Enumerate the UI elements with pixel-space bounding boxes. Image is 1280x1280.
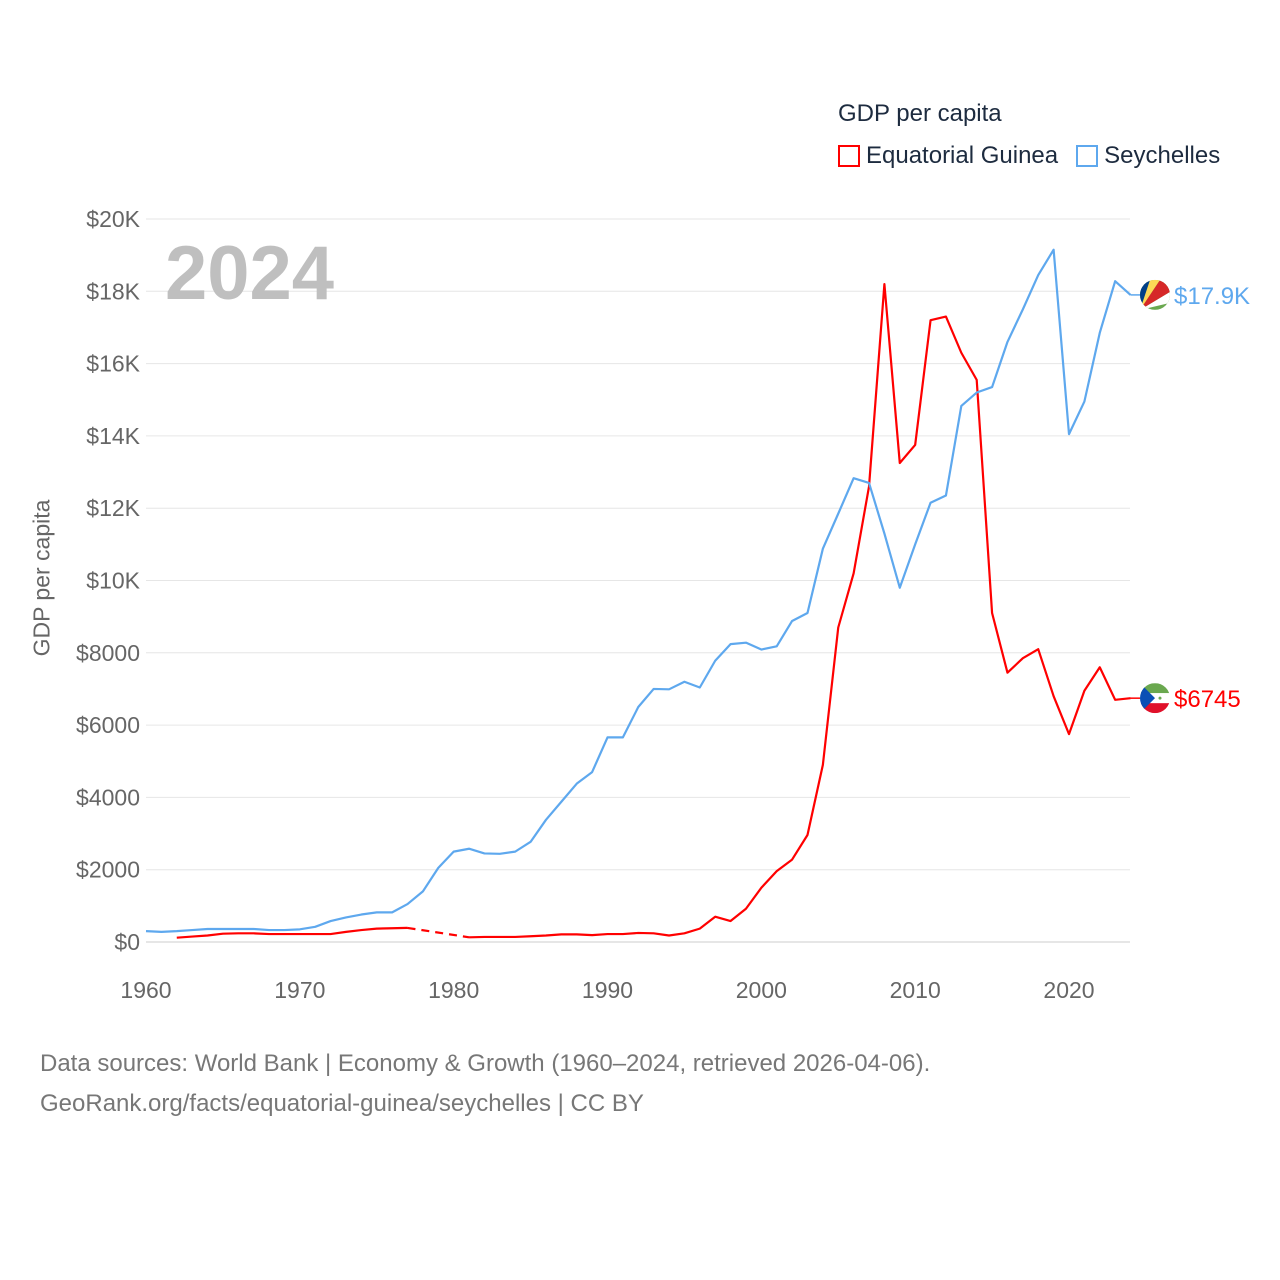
y-axis-label: GDP per capita — [28, 499, 55, 657]
legend-item-seychelles[interactable]: Seychelles — [1076, 142, 1220, 170]
y-tick-label: $2000 — [76, 857, 140, 883]
seychelles-flag-icon — [1140, 279, 1170, 310]
legend-label: Equatorial Guinea — [866, 142, 1059, 169]
equatorial-guinea-flag-icon — [1140, 683, 1170, 714]
legend: Equatorial Guinea Seychelles — [838, 142, 1220, 170]
series-line-seychelles — [145, 248, 1132, 933]
x-tick-label: 2010 — [890, 977, 941, 1003]
y-tick-label: $10K — [86, 568, 140, 594]
x-tick-label: 2020 — [1043, 977, 1094, 1003]
legend-label: Seychelles — [1104, 142, 1221, 169]
x-tick-label: 1970 — [274, 977, 325, 1003]
y-tick-label: $20K — [86, 206, 140, 232]
data-sources-text: Data sources: World Bank | Economy & Gro… — [40, 1050, 931, 1077]
y-tick-label: $0 — [114, 929, 140, 955]
legend-title: GDP per capita — [838, 100, 1002, 127]
footer: Data sources: World Bank | Economy & Gro… — [40, 1044, 930, 1124]
legend-swatch-seychelles — [1076, 145, 1099, 167]
y-tick-label: $12K — [86, 495, 140, 521]
y-tick-label: $4000 — [76, 784, 140, 810]
end-value-label: $6745 — [1174, 686, 1241, 713]
y-tick-label: $14K — [86, 423, 140, 449]
year-label: 2024 — [165, 231, 335, 316]
x-tick-label: 2000 — [736, 977, 787, 1003]
y-tick-label: $16K — [86, 351, 140, 377]
x-tick-label: 1990 — [582, 977, 633, 1003]
series-gap-dashed — [407, 926, 470, 939]
y-tick-label: $18K — [86, 278, 140, 304]
y-tick-label: $8000 — [76, 640, 140, 666]
legend-item-equatorial-guinea[interactable]: Equatorial Guinea — [838, 142, 1058, 170]
x-tick-label: 1980 — [428, 977, 479, 1003]
series-line-equatorial-guinea — [176, 926, 408, 939]
legend-swatch-equatorial-guinea — [838, 145, 860, 167]
end-value-label: $17.9K — [1174, 283, 1250, 310]
x-tick-label: 1960 — [120, 977, 171, 1003]
series-line-equatorial-guinea — [469, 282, 1131, 939]
y-tick-label: $6000 — [76, 712, 140, 738]
source-link[interactable]: GeoRank.org/facts/equatorial-guinea/seyc… — [40, 1090, 644, 1117]
